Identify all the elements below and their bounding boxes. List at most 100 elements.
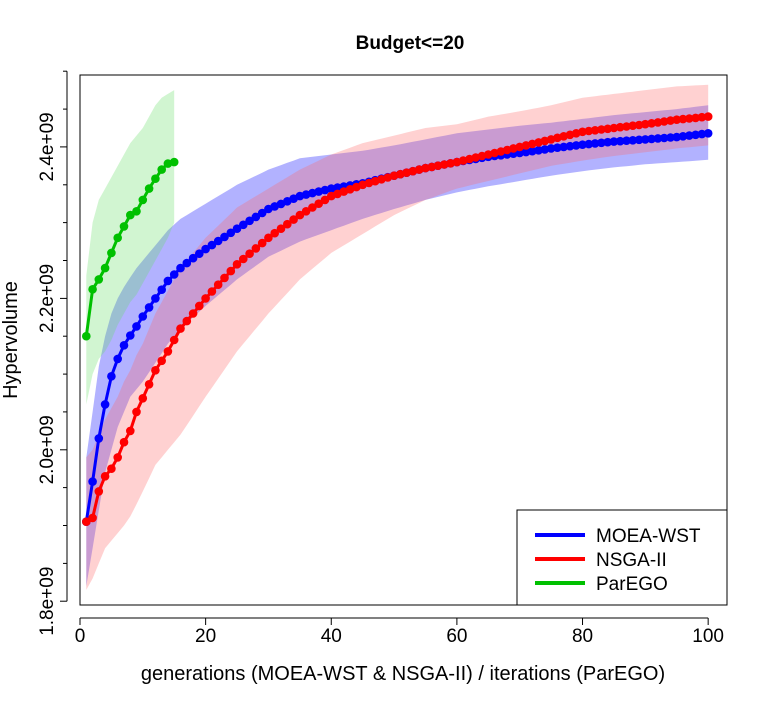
nsga-ii-point — [678, 114, 688, 124]
moea-wst-point — [251, 212, 261, 222]
nsga-ii-point — [308, 203, 317, 212]
moea-wst-point — [132, 322, 141, 331]
nsga-ii-point — [320, 195, 330, 205]
y-tick-label: 2.4e+09 — [37, 112, 58, 181]
moea-wst-point — [590, 139, 600, 148]
nsga-ii-point — [289, 215, 298, 224]
series-points — [82, 112, 713, 526]
moea-wst-point — [333, 183, 342, 192]
moea-wst-point — [207, 240, 217, 250]
y-tick-label: 2.2e+09 — [37, 264, 58, 333]
nsga-ii-band — [86, 84, 709, 590]
nsga-ii-point — [213, 280, 223, 290]
nsga-ii-point — [615, 122, 625, 132]
parego-point — [126, 210, 135, 220]
nsga-ii-point — [201, 294, 210, 303]
y-tick-label: 1.8e+09 — [37, 567, 58, 636]
nsga-ii-point — [578, 127, 587, 137]
nsga-ii-point — [276, 224, 286, 233]
y-axis-label: Hypervolume — [0, 281, 22, 399]
moea-wst-point — [182, 258, 192, 268]
nsga-ii-point — [641, 119, 650, 129]
moea-wst-point — [659, 133, 669, 143]
moea-wst-point — [584, 139, 594, 149]
moea-wst-point — [634, 135, 644, 145]
nsga-ii-point — [207, 287, 217, 296]
nsga-ii-point — [590, 126, 600, 135]
moea-wst-point — [100, 400, 110, 409]
nsga-ii-point — [132, 407, 141, 417]
moea-wst-point — [691, 130, 700, 140]
moea-wst-point — [578, 140, 587, 149]
moea-wst-point — [615, 136, 625, 146]
moea-wst-point — [126, 331, 135, 340]
x-tick-label: 20 — [195, 626, 216, 647]
moea-wst-point — [528, 146, 537, 156]
nsga-ii-point — [584, 126, 594, 136]
parego-point — [88, 285, 97, 294]
moea-wst-point — [157, 285, 166, 295]
parego-band — [86, 90, 175, 405]
nsga-ii-point — [220, 273, 229, 283]
moea-wst-point — [653, 134, 663, 143]
moea-wst-point — [138, 312, 148, 321]
nsga-ii-point — [239, 254, 248, 264]
nsga-ii-point — [653, 118, 663, 127]
nsga-ii-point — [685, 114, 694, 123]
moea-wst-point — [515, 148, 524, 158]
parego-point — [82, 331, 91, 341]
parego-point — [113, 233, 122, 243]
moea-wst-point — [176, 263, 185, 273]
x-tick-label: 0 — [75, 626, 86, 647]
nsga-ii-point — [107, 464, 116, 474]
x-tick-label: 80 — [572, 626, 593, 647]
nsga-ii-point — [100, 472, 110, 481]
legend-label-moea-wst: MOEA-WST — [596, 526, 701, 547]
moea-wst-point — [113, 354, 122, 364]
plot-frame — [79, 74, 728, 606]
nsga-ii-point — [622, 122, 631, 131]
nsga-ii-point — [270, 228, 280, 238]
x-axis: 0 20 40 60 80 100 — [75, 617, 724, 647]
parego-point — [94, 275, 104, 284]
moea-wst-point — [571, 141, 581, 150]
nsga-ii-point — [88, 513, 97, 523]
x-tick-label: 100 — [692, 626, 724, 647]
nsga-ii-point — [283, 219, 292, 229]
parego-point — [107, 248, 116, 258]
nsga-ii-point — [119, 437, 129, 447]
moea-wst-point — [703, 129, 713, 138]
x-tick-label: 40 — [321, 626, 342, 647]
nsga-ii-point — [609, 123, 619, 133]
moea-wst-point — [245, 216, 254, 226]
nsga-ii-point — [703, 112, 713, 121]
moea-wst-point — [553, 143, 562, 152]
parego-point — [138, 195, 148, 205]
moea-wst-point — [119, 341, 129, 350]
moea-wst-point — [151, 294, 160, 303]
moea-wst-point — [609, 137, 619, 146]
moea-wst-point — [257, 208, 267, 218]
nsga-ii-point — [691, 113, 700, 123]
moea-wst-point — [672, 132, 681, 142]
y-tick-label: 2.0e+09 — [37, 415, 58, 484]
nsga-ii-point — [647, 119, 656, 128]
legend-label-nsga-ii: NSGA-II — [596, 550, 667, 571]
moea-wst-point — [628, 136, 638, 145]
nsga-ii-point — [126, 426, 135, 436]
moea-wst-point — [521, 147, 531, 157]
moea-wst-point — [666, 133, 675, 142]
moea-wst-point — [641, 135, 650, 144]
parego-point — [100, 263, 110, 273]
moea-wst-point — [697, 129, 707, 139]
moea-wst-point — [540, 145, 550, 154]
moea-wst-point — [559, 142, 568, 152]
nsga-ii-point — [295, 210, 305, 220]
moea-wst-point — [220, 232, 229, 242]
nsga-ii-point — [113, 453, 122, 462]
chart-title: Budget<=20 — [356, 33, 465, 54]
nsga-ii-point — [226, 266, 236, 276]
moea-wst-point — [685, 131, 694, 140]
moea-wst-point — [107, 372, 116, 381]
nsga-ii-point — [188, 309, 198, 318]
